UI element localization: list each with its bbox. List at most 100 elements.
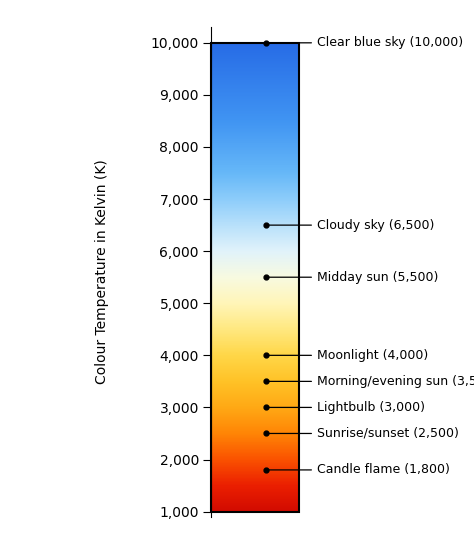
Bar <box>211 500 299 501</box>
Bar <box>211 314 299 315</box>
Bar <box>211 390 299 391</box>
Bar <box>211 188 299 189</box>
Bar <box>211 452 299 453</box>
Bar <box>211 447 299 448</box>
Bar <box>211 62 299 63</box>
Bar <box>211 119 299 120</box>
Text: Candle flame (1,800): Candle flame (1,800) <box>268 463 450 477</box>
Bar <box>211 207 299 208</box>
Bar <box>211 392 299 393</box>
Bar <box>211 437 299 438</box>
Bar <box>211 192 299 193</box>
Bar <box>211 405 299 406</box>
Bar <box>211 404 299 405</box>
Bar <box>211 99 299 100</box>
Bar <box>211 429 299 430</box>
Bar <box>211 411 299 412</box>
Bar <box>211 266 299 267</box>
Bar <box>211 366 299 367</box>
Bar <box>211 466 299 467</box>
Bar <box>211 242 299 243</box>
Bar <box>211 378 299 379</box>
Bar <box>211 184 299 185</box>
Bar <box>211 323 299 324</box>
Bar <box>211 478 299 479</box>
Bar <box>211 112 299 113</box>
Bar <box>211 201 299 202</box>
Bar <box>211 270 299 271</box>
Bar <box>211 278 299 279</box>
Bar <box>211 322 299 323</box>
Bar <box>211 293 299 294</box>
Bar <box>211 282 299 283</box>
Bar <box>211 232 299 233</box>
Bar <box>211 138 299 139</box>
Bar <box>211 115 299 116</box>
Bar <box>211 80 299 81</box>
Bar <box>211 406 299 407</box>
Bar <box>211 230 299 231</box>
Bar <box>211 474 299 475</box>
Bar <box>211 46 299 47</box>
Bar <box>211 60 299 61</box>
Bar <box>211 42 299 43</box>
Bar <box>211 45 299 46</box>
Bar <box>211 380 299 381</box>
Bar <box>211 325 299 326</box>
Bar <box>211 364 299 365</box>
Bar <box>211 443 299 444</box>
Bar <box>211 83 299 84</box>
Bar <box>211 50 299 51</box>
Bar <box>211 467 299 468</box>
Text: Moonlight (4,000): Moonlight (4,000) <box>268 349 428 362</box>
Bar <box>211 125 299 126</box>
Bar <box>211 417 299 418</box>
Bar <box>211 306 299 307</box>
Bar <box>211 154 299 155</box>
Bar <box>211 401 299 403</box>
Bar <box>211 240 299 241</box>
Bar <box>211 342 299 343</box>
Bar <box>211 71 299 72</box>
Bar <box>211 81 299 82</box>
Bar <box>211 302 299 303</box>
Bar <box>211 291 299 292</box>
Bar <box>211 101 299 102</box>
Bar <box>211 66 299 67</box>
Bar <box>211 108 299 109</box>
Text: Clear blue sky (10,000): Clear blue sky (10,000) <box>268 36 463 50</box>
Bar <box>211 198 299 199</box>
Bar <box>211 128 299 129</box>
Bar <box>211 464 299 465</box>
Bar <box>211 300 299 301</box>
Bar <box>211 122 299 123</box>
Bar <box>211 330 299 331</box>
Bar <box>211 214 299 215</box>
Bar <box>211 345 299 346</box>
Bar <box>211 457 299 458</box>
Bar <box>211 398 299 399</box>
Bar <box>211 461 299 462</box>
Bar <box>211 485 299 486</box>
Bar <box>211 145 299 146</box>
Bar <box>211 344 299 345</box>
Bar <box>211 157 299 158</box>
Bar <box>211 497 299 498</box>
Bar <box>211 244 299 245</box>
Bar <box>211 341 299 342</box>
Bar <box>211 219 299 220</box>
Bar <box>211 235 299 236</box>
Bar <box>211 109 299 110</box>
Bar <box>211 105 299 106</box>
Bar <box>211 418 299 419</box>
Bar <box>211 499 299 500</box>
Bar <box>211 251 299 252</box>
Bar <box>211 96 299 97</box>
Bar <box>211 480 299 481</box>
Bar <box>211 506 299 508</box>
Bar <box>211 408 299 409</box>
Bar <box>211 149 299 150</box>
Bar <box>211 100 299 101</box>
Bar <box>211 200 299 201</box>
Bar <box>211 424 299 425</box>
